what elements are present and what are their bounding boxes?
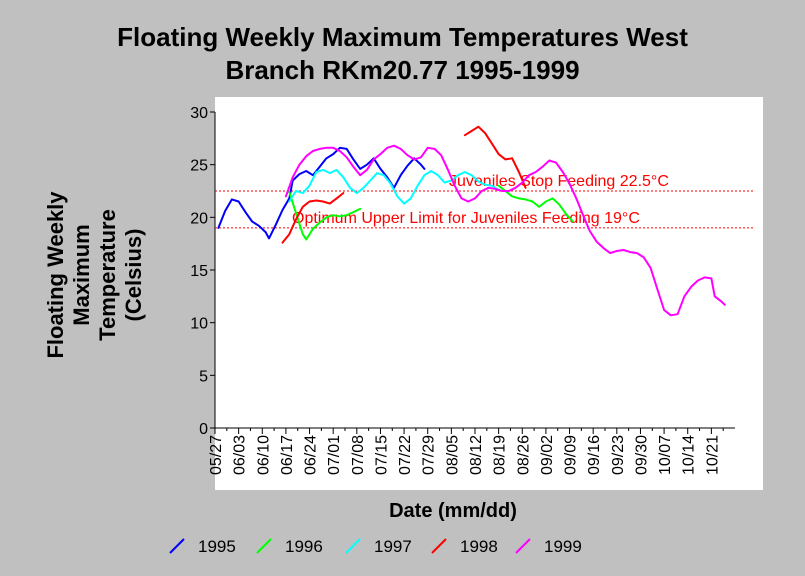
x-tick-label: 10/14: [681, 435, 698, 475]
reference-line-label: Juveniles Stop Feeding 22.5°C: [449, 173, 669, 190]
reference-line-label: Optimum Upper Limit for Juveniles Feedin…: [292, 210, 640, 227]
x-tick-label: 05/27: [208, 435, 225, 475]
x-tick-label: 06/10: [255, 435, 272, 475]
y-tick-label: 0: [199, 421, 208, 438]
x-tick-label: 06/17: [279, 435, 296, 475]
series-line-1997: [288, 168, 500, 205]
reference-lines: Juveniles Stop Feeding 22.5°C Optimum Upp…: [215, 173, 755, 229]
series-line-1998: [281, 125, 527, 244]
axes: 0 5 10 15 20 25 30 05/27 06/03 06/10 06/17 06/24 07/…: [190, 105, 735, 475]
x-tick-label: 08/26: [515, 435, 532, 475]
series-line-1996: [288, 184, 574, 241]
x-tick-label: 07/15: [373, 435, 390, 475]
x-tick-label: 09/09: [563, 435, 580, 475]
y-tick-label: 5: [199, 368, 208, 385]
x-tick-label: 07/01: [326, 435, 343, 475]
y-tick-label: 25: [190, 158, 208, 175]
legend-label: 1998: [460, 537, 498, 556]
legend: 1995 1996 1997 1998 1999: [169, 537, 582, 556]
plot-area: [215, 97, 763, 490]
x-tick-label: 08/05: [444, 435, 461, 475]
y-tick-label: 20: [190, 210, 208, 227]
legend-label: 1996: [285, 537, 323, 556]
x-axis-label: Date (mm/dd): [389, 500, 517, 522]
series-layer: [217, 125, 726, 317]
y-tick-label: 30: [190, 105, 208, 122]
x-tick-label: 06/03: [232, 435, 249, 475]
x-tick-label: 07/08: [350, 435, 367, 475]
series-line-1999: [284, 144, 726, 317]
legend-swatch-1995: [169, 538, 185, 554]
chart-title-line-1: Floating Weekly Maximum Temperatures Wes…: [117, 22, 688, 52]
x-tick-label: 07/22: [397, 435, 414, 475]
x-tick-label: 06/24: [303, 435, 320, 475]
x-tick-label: 08/12: [468, 435, 485, 475]
x-tick-label: 09/16: [586, 435, 603, 475]
legend-label: 1997: [374, 537, 412, 556]
x-tick-label: 07/29: [421, 435, 438, 475]
y-tick-label: 10: [190, 316, 208, 333]
legend-swatch-1996: [256, 538, 272, 554]
legend-swatch-1998: [431, 538, 447, 554]
x-tick-label: 10/07: [657, 435, 674, 475]
legend-swatch-1999: [515, 538, 531, 554]
y-tick-label: 15: [190, 263, 208, 280]
legend-label: 1999: [544, 537, 582, 556]
x-tick-label: 09/02: [539, 435, 556, 475]
legend-label: 1995: [198, 537, 236, 556]
x-tick-label: 10/21: [704, 435, 721, 475]
legend-swatch-1997: [345, 538, 361, 554]
chart-title-line-2: Branch RKm20.77 1995-1999: [225, 55, 580, 85]
x-tick-label: 08/19: [492, 435, 509, 475]
x-tick-label: 09/30: [633, 435, 650, 475]
x-tick-label: 09/23: [610, 435, 627, 475]
